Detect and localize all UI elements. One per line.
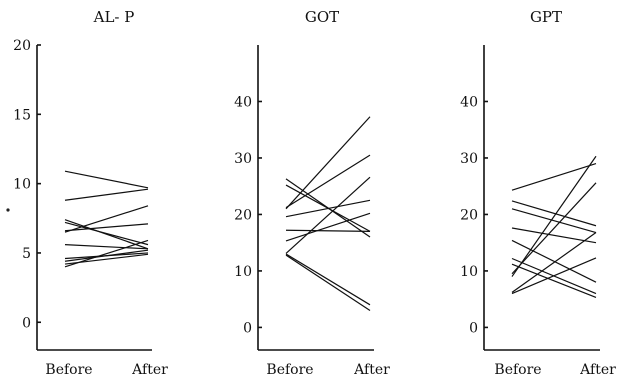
y-tick-label: 0	[469, 320, 478, 336]
y-tick-label: 40	[234, 94, 252, 110]
x-category-label: Before	[494, 362, 541, 378]
series-line-5	[511, 239, 597, 283]
x-category-label: Before	[266, 362, 313, 378]
y-tick-label: 10	[460, 264, 478, 280]
chart-panel-1: AL- P 0 5 10 15 20 Before After	[13, 8, 168, 378]
x-category-label: After	[579, 362, 616, 378]
series-line-5	[64, 205, 149, 233]
y-tick-label: 10	[234, 264, 252, 280]
series-line-4	[64, 221, 149, 246]
series-line-8	[285, 176, 371, 254]
y-tick-label: 30	[460, 151, 478, 167]
series-line-7	[64, 244, 149, 250]
y-tick-label: 5	[22, 246, 31, 262]
series-line-9	[64, 249, 149, 262]
series-line-8	[511, 155, 597, 277]
series-line-1	[64, 170, 149, 189]
x-category-label: Before	[45, 362, 92, 378]
y-tick-label: 0	[22, 315, 31, 331]
chart-panel-2: GOT 0 10 20 30 40 Before After	[234, 8, 390, 378]
y-tick-label: 20	[234, 207, 252, 223]
series-line-3	[64, 219, 149, 250]
series-line-10	[285, 254, 371, 311]
series-line-4	[285, 116, 371, 210]
stray-dot	[6, 208, 10, 212]
chart-title: AL- P	[93, 8, 135, 26]
series-line-2	[511, 200, 597, 227]
series-line-9	[285, 253, 371, 306]
series-line-1	[511, 163, 597, 191]
series-line-10	[511, 257, 597, 295]
series-line-3	[511, 208, 597, 234]
series-line-3	[285, 154, 371, 209]
chart-title: GOT	[305, 8, 339, 26]
chart-title: GPT	[530, 8, 562, 26]
chart-panel-3: GPT 0 10 20 30 40 Before After	[460, 8, 616, 378]
series-line-2	[64, 188, 149, 201]
series-line-9	[511, 182, 597, 275]
series-line-6	[285, 229, 371, 232]
series-line-6	[64, 223, 149, 232]
series-line-11	[64, 253, 149, 265]
x-category-label: After	[353, 362, 390, 378]
series-line-11	[511, 232, 597, 293]
series-line-7	[285, 212, 371, 242]
y-tick-label: 20	[13, 38, 31, 54]
series-line-7	[511, 263, 597, 299]
y-tick-label: 15	[13, 107, 31, 123]
y-tick-label: 30	[234, 151, 252, 167]
series-line-4	[511, 227, 597, 244]
y-tick-label: 40	[460, 94, 478, 110]
y-tick-label: 10	[13, 177, 31, 193]
y-tick-label: 0	[243, 320, 252, 336]
y-tick-label: 20	[460, 207, 478, 223]
series-line-5	[285, 199, 371, 218]
x-category-label: After	[131, 362, 168, 378]
